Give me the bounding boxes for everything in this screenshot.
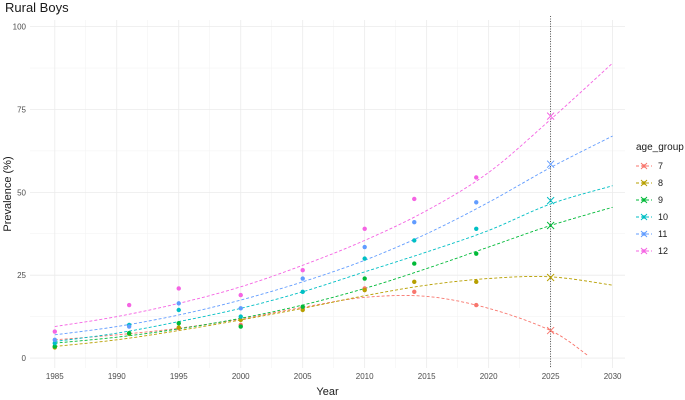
data-point-age-10: [52, 340, 57, 346]
trend-line-age-7: [54, 294, 589, 356]
data-point-age-11: [176, 301, 181, 306]
data-point-age-9: [52, 344, 57, 349]
legend-label-age-11: 11: [658, 229, 667, 239]
y-axis-title: Prevalence (%): [2, 156, 14, 231]
data-point-age-8: [176, 325, 181, 330]
x-tick-label: 1985: [46, 372, 64, 381]
data-point-age-12: [474, 175, 479, 180]
data-point-age-11: [300, 276, 305, 281]
data-point-age-12: [412, 196, 417, 202]
chart-title: Rural Boys: [5, 0, 69, 15]
data-point-age-11: [412, 219, 417, 225]
projection-marker-age-12: [546, 112, 555, 120]
legend-key-point: [642, 232, 646, 236]
legend-label-age-9: 9: [658, 195, 663, 205]
trend-line-age-9: [54, 206, 613, 344]
data-point-age-8: [412, 279, 417, 285]
legend-key-point: [642, 198, 646, 202]
data-point-age-7: [474, 302, 479, 308]
projection-marker-age-10: [546, 196, 555, 205]
y-tick-label: 50: [17, 188, 26, 197]
data-point-age-12: [52, 329, 57, 334]
trend-line-age-8: [54, 276, 613, 347]
legend-key-point: [642, 249, 646, 253]
trend-line-age-12: [54, 62, 613, 328]
trend-line-age-11: [54, 135, 613, 336]
data-point-age-10: [176, 307, 181, 313]
data-point-age-10: [362, 256, 367, 261]
data-point-age-11: [126, 324, 132, 329]
y-tick-label: 25: [17, 271, 26, 280]
legend-label-age-12: 12: [658, 246, 668, 256]
projection-cross-stroke: [546, 160, 555, 169]
data-point-age-12: [126, 302, 132, 308]
y-tick-label: 75: [17, 105, 26, 114]
legend-key-point: [642, 215, 646, 219]
projection-cross-stroke: [546, 273, 555, 282]
y-tick-label: 100: [13, 23, 27, 32]
data-point-age-10: [474, 226, 479, 231]
data-point-age-9: [126, 331, 132, 336]
projection-cross-stroke: [546, 326, 555, 335]
data-point-age-9: [362, 276, 367, 281]
data-point-age-10: [412, 238, 417, 243]
x-tick-label: 2010: [356, 372, 374, 381]
projection-marker-age-8: [546, 273, 555, 282]
data-point-age-8: [238, 317, 243, 323]
data-point-age-10: [238, 314, 243, 319]
data-point-age-12: [362, 226, 367, 231]
projection-marker-age-9: [546, 221, 555, 230]
data-point-age-9: [176, 321, 181, 326]
y-tick-label: 0: [22, 354, 27, 363]
data-point-age-8: [362, 287, 367, 293]
data-point-age-7: [412, 289, 417, 294]
projection-cross-stroke: [546, 112, 555, 120]
data-point-age-12: [300, 268, 305, 273]
data-point-age-12: [176, 286, 181, 291]
data-point-age-9: [300, 304, 305, 309]
data-point-age-8: [300, 307, 305, 313]
data-point-age-9: [412, 261, 417, 266]
x-tick-label: 2030: [604, 372, 622, 381]
legend-key-point: [642, 181, 646, 185]
projection-cross-stroke: [546, 196, 555, 205]
x-tick-label: 1995: [170, 372, 188, 381]
x-axis-title: Year: [316, 386, 339, 398]
x-tick-label: 2025: [542, 372, 560, 381]
x-tick-label: 1990: [108, 372, 126, 381]
data-point-age-11: [474, 200, 479, 205]
projection-cross-stroke: [546, 221, 555, 230]
x-tick-label: 2020: [480, 372, 498, 381]
x-tick-label: 2000: [232, 372, 250, 381]
data-point-age-9: [474, 251, 479, 256]
legend-key-point: [642, 164, 646, 168]
data-point-age-12: [238, 292, 243, 298]
data-point-age-11: [238, 306, 243, 311]
legend-label-age-8: 8: [658, 178, 663, 188]
data-point-age-8: [474, 279, 479, 285]
legend-label-age-10: 10: [658, 212, 668, 222]
legend-label-age-7: 7: [658, 161, 663, 171]
data-point-age-11: [52, 337, 57, 343]
trend-line-age-10: [54, 185, 613, 342]
x-tick-label: 2005: [294, 372, 312, 381]
projection-marker-age-7: [546, 326, 555, 335]
legend-title: age_group: [636, 142, 684, 153]
data-point-age-9: [238, 324, 243, 329]
data-point-age-11: [362, 244, 367, 250]
x-tick-label: 2015: [418, 372, 436, 381]
data-point-age-10: [300, 289, 305, 294]
projection-marker-age-11: [546, 160, 555, 169]
